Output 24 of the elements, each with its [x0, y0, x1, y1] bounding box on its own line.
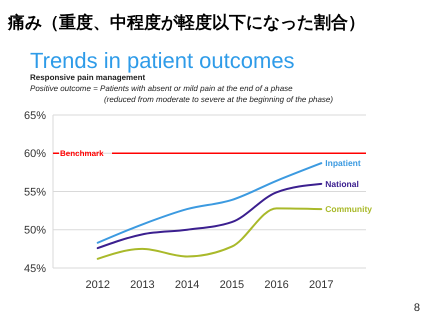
y-tick-label: 55%: [24, 186, 46, 198]
line-series: [96, 207, 322, 260]
x-tick-label: 2014: [174, 279, 200, 291]
line-series: [96, 162, 322, 244]
y-tick-label: 45%: [24, 262, 46, 275]
ref-line-label: Benchmark: [60, 149, 104, 158]
series-label: Community: [325, 204, 372, 214]
line-series: [96, 182, 322, 250]
text: Responsive pain management: [30, 73, 146, 82]
series-label: Inpatient: [325, 158, 361, 168]
series-label: National: [325, 178, 359, 189]
chart-subtitle: Trends in patient outcomes: [30, 48, 295, 73]
x-tick-label: 2016: [264, 279, 289, 291]
x-tick-label: 2017: [309, 279, 334, 291]
y-tick-label: 60%: [24, 148, 46, 160]
y-tick-label: 65%: [24, 110, 46, 122]
text: 8: [414, 302, 420, 314]
y-tick-label: 50%: [24, 224, 46, 237]
x-tick-label: 2013: [130, 279, 155, 291]
text: Positive outcome = Patients with absent or mild pain at the end of a phase: [30, 84, 294, 93]
x-tick-label: 2015: [220, 279, 244, 291]
text: (reduced from moderate to severe at the beginning of the phase): [104, 95, 334, 104]
x-tick-label: 2012: [85, 279, 110, 291]
chart-title: 痛み（重度、中程度が軽度以下になった割合）: [7, 13, 365, 33]
